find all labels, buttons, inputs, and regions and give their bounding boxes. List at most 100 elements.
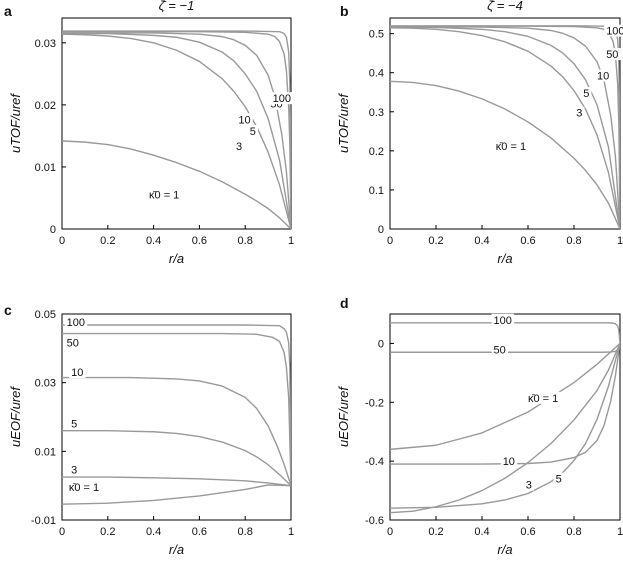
- x-tick-label-b-4: 0.8: [566, 235, 581, 247]
- series-line-a-5: [62, 32, 291, 229]
- panel-title-a: ζ̄ = −1: [159, 0, 195, 13]
- panel-d: d 0 0.2 0.4 0.6 0.8 1 -0.6 -0.4 -0.2 0 r/a uEOF/uref…: [336, 295, 623, 557]
- curve-label-d-50: 50: [494, 344, 506, 356]
- curve-label-bg-a-0: [147, 188, 195, 201]
- x-tick-label-b-5: 1: [617, 235, 623, 247]
- series-line-b-5: [390, 26, 620, 229]
- curve-label-d-3: 3: [526, 480, 532, 492]
- curve-label-c-0-1: κ̄0 = 1: [69, 482, 99, 494]
- curve-label-bg-d-3: [526, 391, 574, 404]
- x-tick-label-a-0: 0: [59, 235, 65, 247]
- x-tick-label-c-4: 0.8: [238, 526, 253, 538]
- x-tick-label-c-5: 1: [288, 526, 294, 538]
- y-tick-label-b-0: 0: [378, 224, 384, 236]
- curve-label-a-100: 100: [273, 93, 291, 105]
- series-line-c-0-1: [62, 484, 291, 505]
- x-tick-label-c-0: 0: [59, 526, 65, 538]
- series-line-d-100: [390, 322, 620, 344]
- y-tick-label-a-2: 0.02: [35, 100, 56, 112]
- curve-label-bg-b-4: [604, 48, 621, 61]
- curve-label-c-100: 100: [67, 317, 85, 329]
- curve-label-b-100: 100: [606, 26, 623, 38]
- curve-label-bg-c-2: [69, 366, 86, 379]
- curve-label-b-5: 5: [583, 88, 589, 100]
- curve-label-bg-d-5: [553, 472, 564, 485]
- panel-letter-a: a: [4, 3, 12, 19]
- y-axis-label-d: uEOF/uref: [336, 386, 351, 447]
- curve-label-c-5: 5: [71, 419, 77, 431]
- series-line-b-50: [390, 25, 620, 229]
- y-tick-label-d-3: 0: [378, 338, 384, 350]
- x-tick-label-b-1: 0.2: [428, 235, 443, 247]
- x-tick-label-b-0: 0: [387, 235, 393, 247]
- y-tick-label-d-2: -0.2: [365, 397, 384, 409]
- series-line-a-50: [62, 30, 291, 229]
- curve-label-bg-d-2: [500, 455, 518, 468]
- curve-label-b-0-1: κ̄0 = 1: [496, 141, 526, 153]
- curve-label-bg-c-4: [69, 463, 80, 476]
- x-tick-label-d-0: 0: [387, 526, 393, 538]
- series-line-a-100: [62, 30, 291, 229]
- curve-label-bg-c-3: [69, 417, 80, 430]
- x-axis-label-a: r/a: [169, 251, 184, 266]
- x-tick-label-d-5: 1: [617, 526, 623, 538]
- series-line-a-10: [62, 32, 291, 229]
- series-line-d-0-1: [390, 342, 620, 451]
- series-line-b-3: [390, 27, 620, 229]
- curve-label-bg-d-4: [523, 478, 534, 491]
- series-line-a-0-1: [62, 140, 291, 229]
- curve-label-d-10: 10: [503, 456, 515, 468]
- series-line-d-3: [390, 343, 620, 514]
- panel-letter-c: c: [4, 302, 12, 318]
- y-axis-label-a: uTOF/uref: [8, 93, 23, 153]
- series-line-b-0-1: [390, 80, 620, 229]
- x-tick-label-d-3: 0.6: [520, 526, 535, 538]
- y-tick-label-c-1: 0.01: [35, 446, 56, 458]
- curve-label-d-0-1: κ̄0 = 1: [528, 393, 558, 405]
- x-tick-label-d-1: 0.2: [428, 526, 443, 538]
- curve-label-a-5: 5: [250, 126, 256, 138]
- series-line-c-100: [62, 324, 291, 486]
- x-tick-label-a-5: 1: [288, 235, 294, 247]
- panel-a: a ζ̄ = −10 0.2 0.4 0.6 0.8 100.010.020.03r/auT…: [4, 0, 294, 266]
- curve-label-bg-c-1: [64, 336, 81, 349]
- panel-b: b ζ̄ = −40 0.2 0.4 0.6 0.8 100.10.20.30.40.5r/…: [336, 0, 623, 266]
- x-tick-label-a-4: 0.8: [238, 235, 253, 247]
- y-tick-label-d-0: -0.6: [365, 515, 384, 527]
- x-tick-label-a-3: 0.6: [192, 235, 207, 247]
- series-line-c-5: [62, 430, 291, 487]
- curve-label-a-10: 10: [238, 114, 250, 126]
- curve-label-bg-b-1: [574, 106, 585, 119]
- curve-label-b-50: 50: [606, 49, 618, 61]
- x-axis-label-b: r/a: [497, 251, 512, 266]
- y-tick-label-a-1: 0.01: [35, 162, 56, 174]
- panel-letter-d: d: [340, 295, 349, 311]
- x-tick-label-b-3: 0.6: [520, 235, 535, 247]
- series-line-c-50: [62, 332, 291, 486]
- y-tick-label-b-5: 0.5: [369, 29, 384, 41]
- series-line-b-100: [390, 25, 620, 229]
- curve-label-a-0-1: κ̄0 = 1: [149, 189, 179, 201]
- series-line-b-10: [390, 25, 620, 229]
- series-line-c-10: [62, 376, 291, 486]
- y-tick-label-c-2: 0.03: [35, 378, 56, 390]
- curve-label-bg-a-2: [247, 125, 258, 138]
- x-axis-label-d: r/a: [497, 542, 512, 557]
- x-tick-label-d-2: 0.4: [474, 526, 489, 538]
- panel-letter-b: b: [340, 3, 349, 19]
- curve-label-bg-c-5: [66, 481, 115, 494]
- plot-frame-b: [389, 17, 621, 230]
- y-tick-label-d-1: -0.4: [365, 456, 384, 468]
- panel-c: c 0 0.2 0.4 0.6 0.8 1 -0.01 0.01 0.03 0.05 r/a uEOF/…: [4, 302, 294, 557]
- curve-label-bg-d-0: [491, 313, 515, 326]
- curve-label-a-3: 3: [236, 141, 242, 153]
- y-tick-label-b-2: 0.2: [369, 146, 384, 158]
- y-tick-label-a-0: 0: [50, 224, 56, 236]
- y-tick-label-b-3: 0.3: [369, 107, 384, 119]
- curve-label-b-10: 10: [597, 71, 609, 83]
- y-tick-label-b-4: 0.4: [369, 68, 384, 80]
- curve-label-c-10: 10: [71, 367, 83, 379]
- y-tick-label-c-0: -0.01: [31, 515, 56, 527]
- y-tick-label-c-3: 0.05: [35, 309, 56, 321]
